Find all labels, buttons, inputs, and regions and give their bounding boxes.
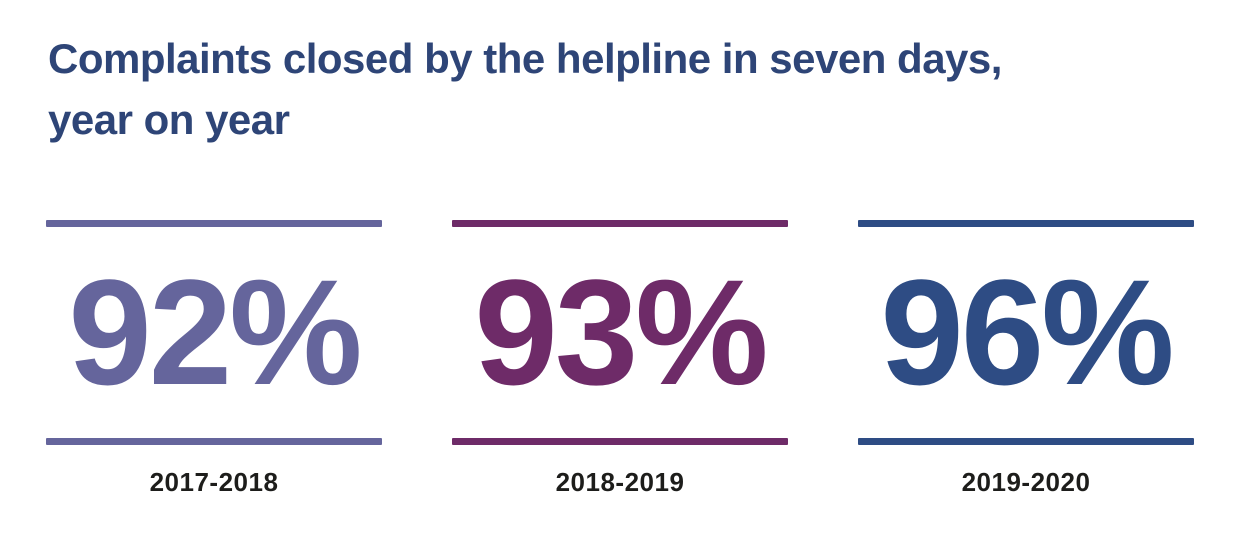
stat-year-label: 2017-2018 xyxy=(149,467,279,497)
stat-year-label: 2019-2020 xyxy=(961,467,1091,497)
stat-top-rule xyxy=(858,220,1194,227)
stat-value: 92% xyxy=(68,248,362,416)
stat-card-2019-2020: 96% 2019-2020 xyxy=(858,220,1194,498)
stats-row: 92% 2017-2018 93% 2018-2019 96% 2019-202… xyxy=(46,220,1194,498)
stat-top-rule xyxy=(452,220,788,227)
chart-title: Complaints closed by the helpline in sev… xyxy=(48,28,1002,150)
stat-value: 93% xyxy=(474,248,768,416)
stat-year-label: 2018-2019 xyxy=(555,467,685,497)
chart-title-line2: year on year xyxy=(48,96,290,143)
stat-bottom-rule xyxy=(858,438,1194,445)
stat-card-2017-2018: 92% 2017-2018 xyxy=(46,220,382,498)
stat-value: 96% xyxy=(880,248,1174,416)
stat-bottom-rule xyxy=(46,438,382,445)
stat-bottom-rule xyxy=(452,438,788,445)
stat-top-rule xyxy=(46,220,382,227)
chart-title-line1: Complaints closed by the helpline in sev… xyxy=(48,35,1002,82)
stat-card-2018-2019: 93% 2018-2019 xyxy=(452,220,788,498)
